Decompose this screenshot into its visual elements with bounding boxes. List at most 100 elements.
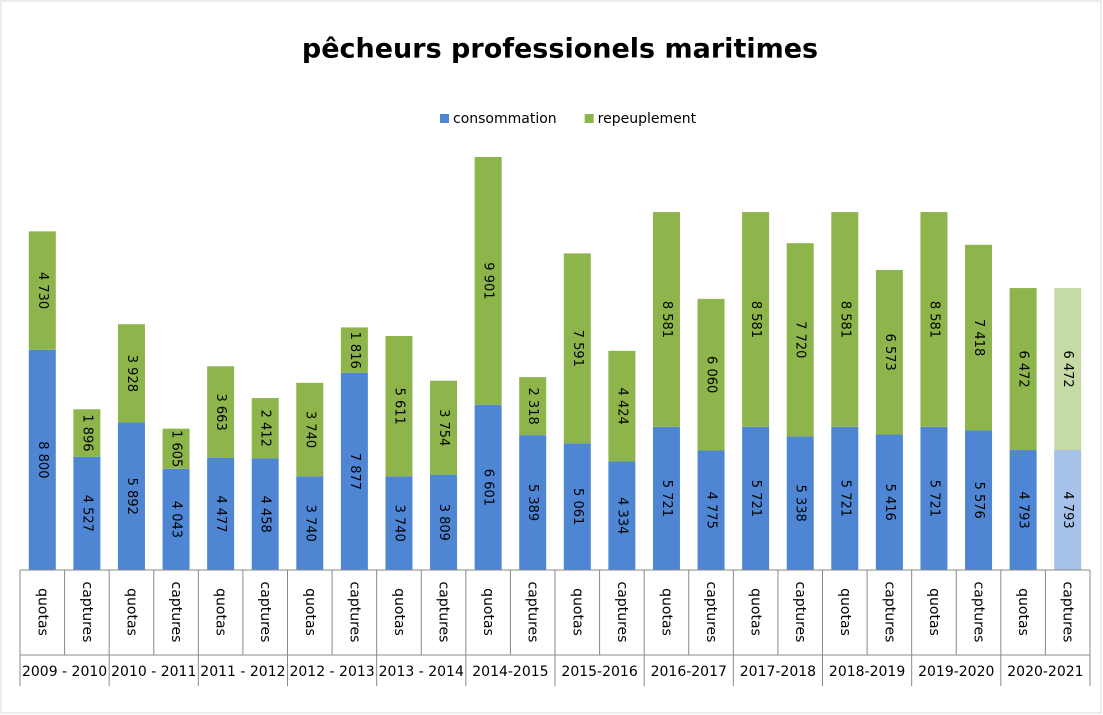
- bar-segment: [652, 212, 680, 427]
- bar-segment: [875, 269, 903, 435]
- bar-segment: [207, 366, 235, 458]
- data-label: 3 740: [391, 505, 406, 542]
- bar-segment: [385, 335, 413, 477]
- data-label: 3 928: [124, 355, 139, 392]
- data-label: 6 472: [1016, 350, 1031, 387]
- bar-segment: [162, 468, 190, 570]
- bar-segment: [697, 450, 725, 570]
- data-label: 5 576: [971, 482, 986, 519]
- data-label: 1 816: [347, 332, 362, 369]
- x-tick-label: captures: [614, 582, 630, 643]
- bar-segment: [920, 426, 948, 570]
- bar-segment: [28, 231, 56, 350]
- bar-segment: [296, 476, 324, 570]
- bar-segment: [563, 253, 591, 444]
- data-label: 8 800: [35, 441, 50, 478]
- bar-segment: [563, 443, 591, 570]
- x-tick-label: captures: [703, 582, 719, 643]
- bar-segment: [742, 426, 770, 570]
- data-label: 4 458: [258, 496, 273, 533]
- bar-segment: [474, 157, 502, 405]
- group-label: 2013 - 2014: [379, 664, 464, 680]
- group-label: 2015-2016: [561, 664, 637, 680]
- data-label: 5 721: [926, 480, 941, 517]
- group-label: 2011 - 2012: [200, 664, 285, 680]
- data-label: 5 061: [570, 488, 585, 525]
- data-label: 5 721: [837, 480, 852, 517]
- bar-segment: [965, 244, 993, 431]
- bar-segment: [251, 458, 279, 570]
- bar-segment: [474, 404, 502, 570]
- data-label: 8 581: [926, 301, 941, 338]
- bar-segment: [340, 327, 368, 373]
- x-tick-label: captures: [881, 582, 897, 643]
- data-label: 6 060: [704, 356, 719, 393]
- bar-segment: [608, 461, 636, 570]
- data-label: 7 418: [971, 319, 986, 356]
- bar-segment: [519, 435, 547, 570]
- data-label: 4 334: [614, 497, 629, 534]
- x-tick-label: quotas: [1015, 588, 1031, 636]
- x-tick-label: quotas: [926, 588, 942, 636]
- data-label: 2 412: [258, 410, 273, 447]
- data-label: 6 573: [882, 334, 897, 371]
- data-label: 1 605: [169, 430, 184, 467]
- bar-segment: [608, 350, 636, 462]
- bar-segment: [251, 398, 279, 459]
- bar-segment: [1009, 288, 1037, 451]
- data-label: 4 775: [704, 492, 719, 529]
- bar-segment: [73, 456, 101, 570]
- data-label: 3 740: [302, 411, 317, 448]
- data-label: 4 424: [614, 388, 629, 425]
- bar-segment: [519, 377, 547, 436]
- bar-segment: [875, 434, 903, 570]
- chart-title: pêcheurs professionels maritimes: [302, 34, 818, 65]
- bar-segment: [117, 422, 145, 570]
- bar-segment: [652, 426, 680, 570]
- x-tick-label: captures: [257, 582, 273, 643]
- data-label: 8 581: [837, 301, 852, 338]
- x-tick-label: captures: [346, 582, 362, 643]
- bar-segment: [831, 212, 859, 427]
- bar-segment: [831, 426, 859, 570]
- x-tick-label: quotas: [658, 588, 674, 636]
- data-label: 7 720: [793, 321, 808, 358]
- bar-segment: [73, 409, 101, 457]
- bar-segment: [430, 380, 458, 475]
- group-label: 2016-2017: [651, 664, 727, 680]
- data-label: 5 416: [882, 484, 897, 521]
- data-label: 5 721: [659, 480, 674, 517]
- data-label: 4 793: [1016, 491, 1031, 528]
- bar-segment: [117, 324, 145, 423]
- group-label: 2012 - 2013: [289, 664, 374, 680]
- x-tick-label: quotas: [34, 588, 50, 636]
- x-tick-label: captures: [436, 582, 452, 643]
- bar-segment: [697, 298, 725, 451]
- legend-label: consommation: [453, 111, 557, 127]
- x-tick-label: captures: [525, 582, 541, 643]
- bar-segment: [28, 349, 56, 570]
- x-tick-label: quotas: [302, 588, 318, 636]
- data-label: 5 338: [793, 485, 808, 522]
- x-tick-label: captures: [971, 582, 987, 643]
- group-label: 2009 - 2010: [22, 664, 107, 680]
- data-label: 3 809: [436, 504, 451, 541]
- x-tick-label: quotas: [837, 588, 853, 636]
- data-label: 4 043: [169, 501, 184, 538]
- data-label: 4 477: [213, 495, 228, 532]
- x-tick-label: quotas: [748, 588, 764, 636]
- bar-segment: [786, 436, 814, 570]
- bar-segment: [786, 243, 814, 437]
- group-label: 2018-2019: [829, 664, 905, 680]
- data-label: 7 877: [347, 453, 362, 490]
- data-label: 3 663: [213, 394, 228, 431]
- data-label: 6 472: [1060, 350, 1075, 387]
- x-tick-label: quotas: [213, 588, 229, 636]
- data-label: 6 601: [481, 469, 496, 506]
- data-label: 5 892: [124, 478, 139, 515]
- x-tick-label: quotas: [569, 588, 585, 636]
- data-label: 4 793: [1060, 491, 1075, 528]
- bar-segment: [296, 382, 324, 477]
